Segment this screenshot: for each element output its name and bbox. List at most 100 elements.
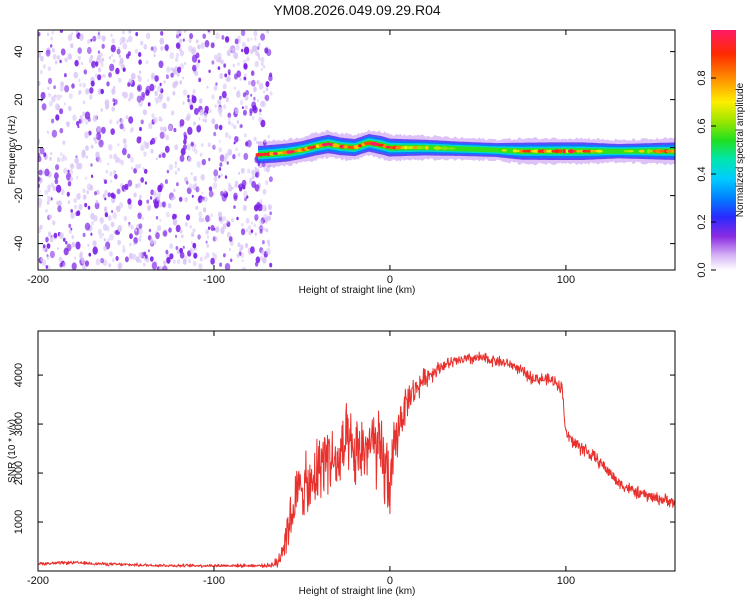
noise-speckle	[172, 218, 178, 226]
noise-speckle	[262, 240, 265, 245]
noise-speckle	[88, 130, 92, 136]
ridge-peak	[416, 145, 424, 150]
noise-speckle	[88, 252, 92, 257]
noise-speckle	[115, 205, 120, 212]
noise-speckle	[197, 234, 201, 240]
noise-speckle	[244, 73, 247, 77]
noise-speckle	[228, 135, 232, 140]
noise-speckle	[179, 229, 183, 234]
noise-speckle	[161, 201, 166, 208]
noise-speckle	[67, 181, 72, 187]
noise-speckle	[45, 265, 48, 269]
noise-speckle	[112, 98, 115, 103]
noise-speckle	[47, 66, 52, 72]
noise-speckle	[213, 85, 218, 91]
noise-speckle	[198, 211, 203, 218]
noise-speckle	[108, 263, 112, 268]
noise-speckle	[226, 219, 229, 224]
ridge-peak	[512, 149, 518, 153]
ridge-peak	[553, 149, 561, 154]
noise-speckle	[125, 115, 129, 120]
noise-speckle	[215, 226, 220, 233]
noise-speckle	[129, 242, 132, 247]
noise-speckle	[201, 158, 206, 166]
noise-speckle	[122, 30, 125, 35]
noise-speckle	[201, 143, 204, 147]
noise-speckle	[46, 130, 50, 134]
noise-speckle	[58, 256, 63, 263]
noise-speckle	[253, 86, 257, 93]
snr-panel: -200 -100 0 100 1000 2000 3000 4000 Height of s…	[7, 330, 676, 597]
noise-speckle	[40, 91, 46, 100]
noise-speckle	[187, 94, 190, 99]
noise-speckle	[146, 257, 150, 263]
noise-speckle	[128, 30, 132, 34]
noise-speckle	[150, 149, 154, 154]
noise-speckle	[245, 217, 250, 224]
ridge-peak	[394, 145, 403, 150]
noise-speckle	[243, 46, 250, 55]
noise-speckle	[97, 33, 101, 40]
noise-speckle	[239, 77, 242, 81]
noise-speckle	[92, 240, 97, 247]
noise-speckle	[49, 236, 54, 243]
noise-speckle	[192, 89, 196, 94]
ridge-peak	[572, 150, 577, 153]
noise-speckle	[76, 176, 79, 179]
noise-speckle	[164, 44, 169, 51]
noise-speckle	[151, 261, 157, 270]
noise-speckle	[44, 168, 50, 177]
noise-speckle	[143, 168, 148, 174]
noise-speckle	[257, 46, 260, 50]
chart-title: YM08.2026.049.09.29.R04	[273, 2, 441, 18]
noise-speckle	[269, 72, 273, 78]
noise-speckle	[117, 224, 123, 233]
noise-speckle	[47, 86, 50, 91]
noise-speckle	[163, 133, 166, 137]
noise-speckle	[166, 96, 170, 102]
noise-speckle	[192, 228, 196, 233]
noise-speckle	[231, 122, 234, 127]
noise-speckle	[266, 30, 270, 34]
ridge-peak	[433, 146, 442, 150]
noise-speckle	[62, 154, 65, 158]
noise-speckle	[237, 89, 240, 94]
noise-speckle	[38, 227, 41, 234]
noise-speckle	[173, 188, 176, 193]
noise-speckle	[197, 196, 203, 204]
noise-speckle	[56, 94, 61, 101]
noise-speckle	[55, 114, 60, 121]
noise-speckle	[150, 46, 154, 51]
noise-speckle	[79, 82, 82, 87]
noise-speckle	[107, 238, 110, 242]
noise-speckle	[38, 188, 41, 195]
noise-speckle	[98, 139, 104, 148]
noise-speckle	[224, 175, 228, 179]
noise-speckle	[207, 30, 211, 33]
noise-speckle	[179, 80, 183, 85]
noise-speckle	[71, 32, 74, 36]
noise-speckle	[38, 176, 41, 182]
noise-speckle	[182, 144, 187, 151]
ridge-peak	[628, 150, 634, 153]
noise-speckle	[64, 85, 70, 93]
noise-speckle	[160, 126, 164, 132]
noise-speckle	[102, 193, 106, 199]
noise-speckle	[172, 195, 176, 200]
noise-speckle	[240, 30, 246, 37]
noise-speckle	[172, 68, 177, 74]
noise-speckle	[224, 132, 229, 138]
noise-speckle	[258, 82, 264, 90]
noise-speckle	[48, 214, 53, 219]
noise-speckle	[90, 144, 94, 149]
noise-speckle	[260, 56, 265, 63]
noise-speckle	[80, 118, 85, 124]
noise-speckle	[107, 162, 110, 166]
noise-speckle	[251, 79, 256, 87]
spectrogram-x-tick-label: -200	[27, 274, 49, 286]
noise-speckle	[260, 249, 265, 255]
ridge-peak	[403, 145, 409, 150]
noise-speckle	[59, 30, 63, 33]
noise-speckle	[45, 236, 49, 243]
